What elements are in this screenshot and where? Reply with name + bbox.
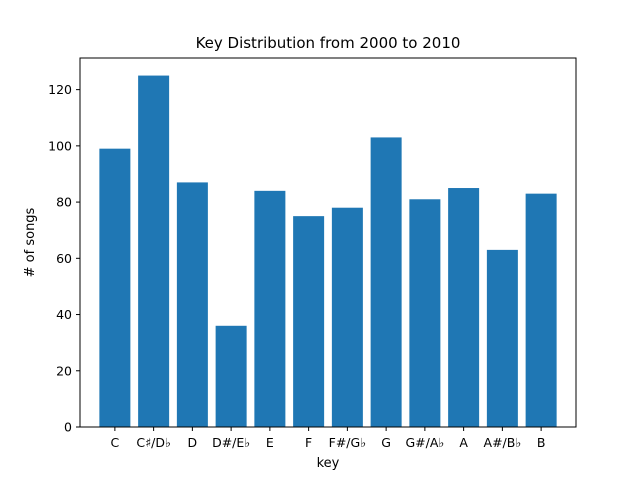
- x-tick-label: F#/G♭: [329, 435, 366, 450]
- bar-8: [409, 199, 441, 427]
- bar-6: [331, 207, 363, 427]
- bar-5: [293, 216, 325, 427]
- x-axis-ticks: C C♯/D♭ D D#/E♭ E F F#/G♭ G G#/A♭ A A#/B♭ B: [111, 427, 546, 450]
- x-tick-label: A: [459, 435, 468, 450]
- y-axis-label: # of songs: [23, 207, 38, 277]
- x-tick-label: E: [266, 435, 274, 450]
- bar-3: [215, 325, 247, 427]
- bar-10: [486, 249, 518, 427]
- plot-frame: [79, 57, 577, 428]
- bar-1: [138, 75, 170, 428]
- x-tick-label: C♯/D♭: [136, 435, 171, 450]
- y-tick-label: 40: [56, 307, 72, 322]
- x-tick-label: D#/E♭: [212, 435, 250, 450]
- y-tick-label: 80: [56, 195, 72, 210]
- bar-0: [99, 148, 131, 427]
- x-tick-label: B: [537, 435, 546, 450]
- x-tick-label: G: [381, 435, 391, 450]
- chart-title: Key Distribution from 2000 to 2010: [196, 34, 461, 52]
- bar-11: [525, 193, 557, 427]
- y-tick-label: 20: [56, 363, 72, 378]
- bar-series: [99, 75, 557, 428]
- x-tick-label: D: [188, 435, 198, 450]
- bar-4: [254, 190, 286, 427]
- x-tick-label: G#/A♭: [405, 435, 444, 450]
- y-tick-label: 120: [48, 82, 72, 97]
- x-axis-label: key: [317, 456, 340, 471]
- x-tick-label: C: [111, 435, 120, 450]
- bar-9: [448, 188, 480, 427]
- bar-7: [370, 137, 402, 427]
- y-tick-label: 100: [48, 138, 72, 153]
- x-tick-label: A#/B♭: [484, 435, 522, 450]
- y-tick-label: 60: [56, 251, 72, 266]
- y-axis-ticks: 0 20 40 60 80 100 120: [48, 82, 80, 435]
- x-tick-label: F: [305, 435, 312, 450]
- bar-2: [176, 182, 208, 427]
- y-tick-label: 0: [64, 420, 72, 435]
